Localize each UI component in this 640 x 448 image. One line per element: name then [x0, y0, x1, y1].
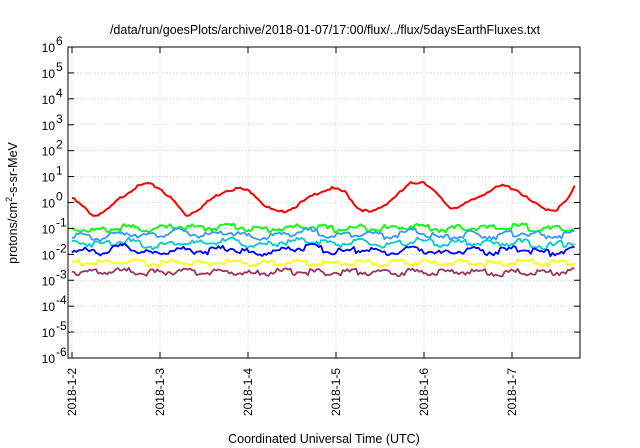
y-tick-exponent: 3 — [56, 112, 63, 126]
y-tick-exponent: -5 — [56, 319, 67, 333]
y-tick-label: 10 — [42, 197, 56, 211]
x-tick-label: 2018-1-3 — [153, 368, 167, 416]
x-tick-label: 2018-1-7 — [505, 368, 519, 416]
series-line — [71, 222, 576, 234]
grid — [68, 46, 580, 359]
y-tick-exponent: -6 — [56, 345, 67, 359]
y-tick-exponent: 6 — [56, 34, 63, 48]
x-tick-label: 2018-1-6 — [417, 368, 431, 416]
series-line — [71, 236, 575, 251]
y-tick-label: 10 — [42, 119, 56, 133]
y-tick-exponent: 2 — [56, 138, 63, 152]
y-tick-label: 10 — [42, 326, 56, 340]
y-tick-exponent: 4 — [56, 86, 63, 100]
y-tick-exponent: -4 — [56, 293, 67, 307]
y-tick-label: 10 — [42, 300, 56, 314]
series-line — [71, 242, 575, 258]
y-tick-label: 10 — [42, 274, 56, 288]
y-tick-label: 10 — [42, 93, 56, 107]
y-tick-exponent: -1 — [56, 215, 67, 229]
y-tick-label: 10 — [42, 67, 56, 81]
series-line — [71, 266, 575, 278]
y-tick-label: 10 — [42, 171, 56, 185]
x-axis: 2018-1-2 2018-1-3 2018-1-4 2018-1-5 2018-1-6… — [65, 47, 519, 416]
y-tick-exponent: 0 — [56, 190, 63, 204]
series-line — [71, 226, 575, 243]
x-tick-label: 2018-1-5 — [329, 368, 343, 416]
y-tick-exponent: 5 — [56, 60, 63, 74]
x-tick-label: 2018-1-4 — [241, 368, 255, 416]
y-tick-exponent: -2 — [56, 241, 67, 255]
x-tick-label: 2018-1-2 — [65, 368, 79, 416]
chart-title: /data/run/goesPlots/archive/2018-01-07/1… — [110, 23, 541, 37]
y-axis-title: protons/cm2-s-sr-MeV — [4, 141, 20, 263]
y-tick-label: 10 — [42, 145, 56, 159]
y-tick-label: 10 — [42, 222, 56, 236]
series-layer — [71, 180, 576, 278]
y-tick-label: 10 — [42, 248, 56, 262]
y-tick-label: 10 — [42, 352, 56, 366]
y-tick-exponent: 1 — [56, 164, 63, 178]
x-axis-title: Coordinated Universal Time (UTC) — [228, 432, 420, 446]
y-tick-label: 10 — [42, 41, 56, 55]
series-line — [71, 180, 576, 217]
series-line — [71, 257, 576, 268]
y-axis: 10-610-510-410 -310-210 -110 010 110 210 310 41… — [42, 34, 580, 366]
y-tick-exponent: -3 — [56, 267, 67, 281]
